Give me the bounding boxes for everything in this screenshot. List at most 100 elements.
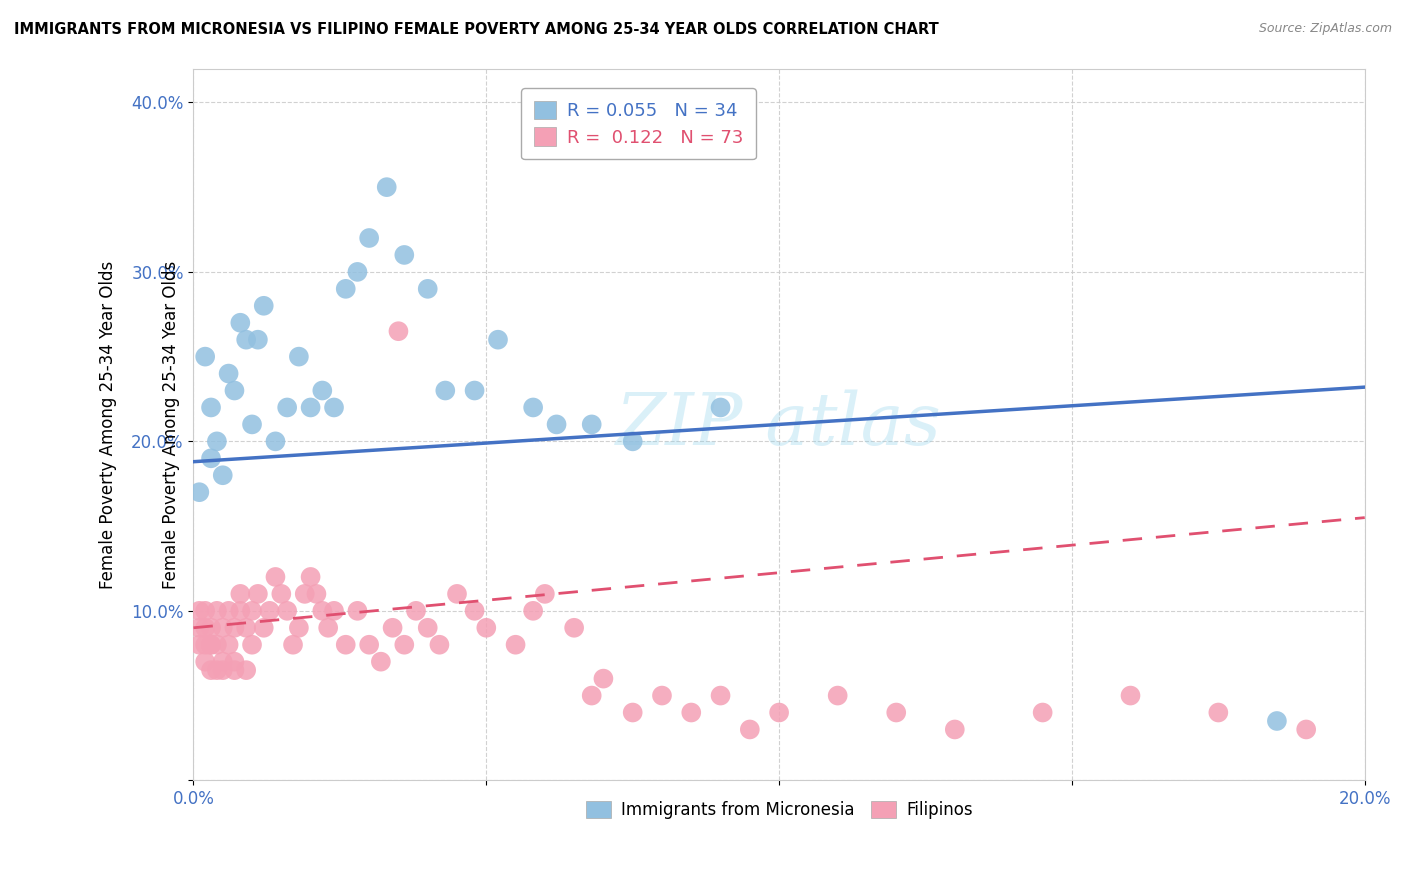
Point bbox=[211, 468, 233, 483]
Point bbox=[394, 638, 416, 652]
Point bbox=[281, 638, 304, 652]
Point bbox=[253, 621, 276, 635]
Point bbox=[229, 604, 252, 618]
Point bbox=[259, 604, 281, 618]
Point bbox=[224, 655, 246, 669]
Point bbox=[194, 621, 217, 635]
Point bbox=[827, 689, 849, 703]
Text: ZIP atlas: ZIP atlas bbox=[616, 389, 942, 459]
Point bbox=[316, 621, 339, 635]
Point bbox=[486, 333, 509, 347]
Point bbox=[359, 638, 381, 652]
Point bbox=[218, 604, 240, 618]
Point bbox=[1119, 689, 1142, 703]
Point bbox=[581, 689, 603, 703]
Point bbox=[205, 663, 228, 677]
Y-axis label: Female Poverty Among 25-34 Year Olds: Female Poverty Among 25-34 Year Olds bbox=[100, 260, 117, 589]
Point bbox=[229, 316, 252, 330]
Point bbox=[305, 587, 328, 601]
Point bbox=[621, 706, 644, 720]
Point bbox=[194, 604, 217, 618]
Point bbox=[323, 401, 346, 415]
Point bbox=[464, 604, 486, 618]
Point bbox=[475, 621, 498, 635]
Point bbox=[1032, 706, 1054, 720]
Point bbox=[464, 384, 486, 398]
Point bbox=[288, 350, 311, 364]
Point bbox=[211, 655, 233, 669]
Point bbox=[218, 638, 240, 652]
Point bbox=[651, 689, 673, 703]
Point bbox=[335, 638, 357, 652]
Point bbox=[200, 638, 222, 652]
Point bbox=[429, 638, 451, 652]
Point bbox=[768, 706, 790, 720]
Point bbox=[224, 663, 246, 677]
Point bbox=[194, 350, 217, 364]
Text: IMMIGRANTS FROM MICRONESIA VS FILIPINO FEMALE POVERTY AMONG 25-34 YEAR OLDS CORR: IMMIGRANTS FROM MICRONESIA VS FILIPINO F… bbox=[14, 22, 939, 37]
Point bbox=[394, 248, 416, 262]
Point bbox=[240, 638, 263, 652]
Point bbox=[200, 451, 222, 466]
Point bbox=[1208, 706, 1230, 720]
Point bbox=[522, 401, 544, 415]
Point bbox=[311, 384, 333, 398]
Point bbox=[446, 587, 468, 601]
Point bbox=[188, 604, 211, 618]
Point bbox=[434, 384, 457, 398]
Point bbox=[1265, 714, 1288, 728]
Point bbox=[522, 604, 544, 618]
Point bbox=[505, 638, 527, 652]
Point bbox=[200, 621, 222, 635]
Point bbox=[299, 570, 322, 584]
Point bbox=[381, 621, 404, 635]
Point bbox=[240, 417, 263, 432]
Point bbox=[592, 672, 614, 686]
Point bbox=[224, 621, 246, 635]
Point bbox=[270, 587, 292, 601]
Point bbox=[294, 587, 316, 601]
Point bbox=[416, 621, 439, 635]
Point bbox=[205, 604, 228, 618]
Point bbox=[346, 604, 368, 618]
Point bbox=[188, 621, 211, 635]
Point bbox=[211, 621, 233, 635]
Point bbox=[311, 604, 333, 618]
Point bbox=[534, 587, 557, 601]
Text: Source: ZipAtlas.com: Source: ZipAtlas.com bbox=[1258, 22, 1392, 36]
Point bbox=[346, 265, 368, 279]
Point bbox=[264, 434, 287, 449]
Point bbox=[323, 604, 346, 618]
Point bbox=[335, 282, 357, 296]
Point bbox=[194, 638, 217, 652]
Point bbox=[546, 417, 568, 432]
Point bbox=[211, 663, 233, 677]
Point bbox=[246, 333, 269, 347]
Point bbox=[1295, 723, 1317, 737]
Point bbox=[218, 367, 240, 381]
Point bbox=[709, 689, 731, 703]
Point bbox=[240, 604, 263, 618]
Point bbox=[416, 282, 439, 296]
Point bbox=[299, 401, 322, 415]
Point bbox=[943, 723, 966, 737]
Point bbox=[235, 333, 257, 347]
Point bbox=[205, 434, 228, 449]
Point bbox=[253, 299, 276, 313]
Point bbox=[884, 706, 907, 720]
Point bbox=[276, 401, 298, 415]
Y-axis label: Female Poverty Among 25-34 Year Olds: Female Poverty Among 25-34 Year Olds bbox=[162, 260, 180, 589]
Point bbox=[581, 417, 603, 432]
Point bbox=[200, 401, 222, 415]
Point bbox=[288, 621, 311, 635]
Point bbox=[709, 401, 731, 415]
Point bbox=[200, 638, 222, 652]
Point bbox=[188, 638, 211, 652]
Point bbox=[235, 621, 257, 635]
Point bbox=[405, 604, 427, 618]
Point bbox=[359, 231, 381, 245]
Point bbox=[224, 384, 246, 398]
Point bbox=[387, 324, 409, 338]
Point bbox=[370, 655, 392, 669]
Point bbox=[246, 587, 269, 601]
